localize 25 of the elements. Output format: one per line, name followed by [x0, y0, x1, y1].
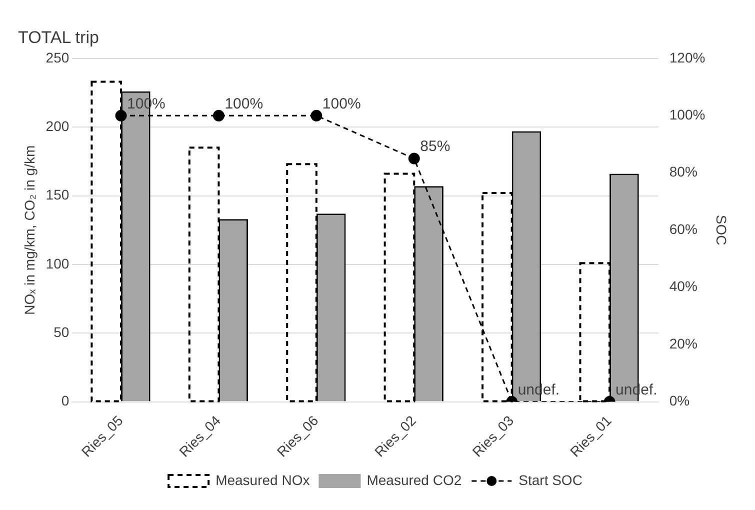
y2-tick-label: 100% [669, 106, 706, 122]
y2-tick-label: 20% [669, 335, 698, 352]
y2-tick-label: 80% [669, 164, 698, 180]
y2-tick-label: 120% [669, 49, 706, 66]
y2-tick-label: 0% [669, 392, 690, 409]
y-tick-label: 250 [46, 49, 70, 66]
data-label: 100% [224, 95, 264, 112]
y2-tick-label: 60% [669, 220, 698, 237]
chart-title: TOTAL trip [18, 28, 99, 47]
legend-label: Measured NOx [216, 472, 310, 488]
point [408, 152, 420, 164]
y2-tick-label: 40% [669, 278, 698, 294]
legend-label: Start SOC [518, 472, 582, 488]
data-label: 85% [420, 138, 450, 156]
y-tick-label: 100 [46, 255, 70, 272]
y-tick-label: 150 [46, 186, 70, 203]
y-axis-title: NOₓ in mg/km, CO₂ in g/km [21, 145, 38, 315]
point [212, 110, 224, 122]
y-tick-label: 200 [46, 118, 70, 134]
y2-axis-title: SOC [714, 214, 730, 246]
y-tick-label: 50 [54, 324, 70, 340]
data-label: 100% [322, 95, 361, 112]
point [310, 110, 322, 122]
y-tick-label: 0 [61, 392, 70, 409]
legend-label: Measured CO2 [366, 472, 462, 488]
